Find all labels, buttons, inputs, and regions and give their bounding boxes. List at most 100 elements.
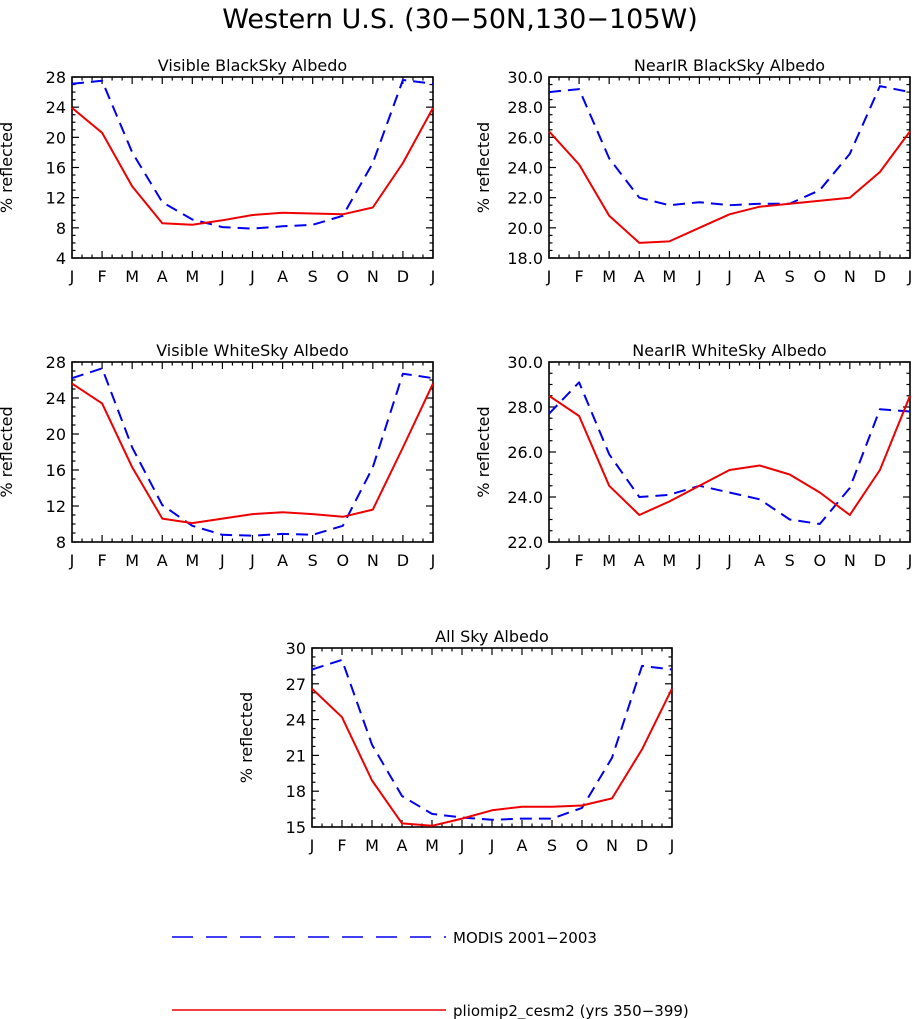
x-tick-label: M xyxy=(425,836,439,855)
x-tick-label: S xyxy=(308,267,318,286)
x-tick-label: M xyxy=(365,836,379,855)
x-tick-label: D xyxy=(397,267,409,286)
x-tick-label: S xyxy=(785,267,795,286)
y-axis-label: % reflected xyxy=(0,122,16,213)
x-tick-label: N xyxy=(844,267,856,286)
x-tick-label: D xyxy=(874,267,886,286)
x-tick-label: A xyxy=(277,551,288,570)
x-tick-label: J xyxy=(69,267,75,286)
legend-label-modis: MODIS 2001−2003 xyxy=(453,929,597,947)
x-tick-label: F xyxy=(337,836,346,855)
x-tick-label: O xyxy=(336,267,349,286)
plot-frame xyxy=(548,361,911,543)
panels: Visible BlackSky Albedo% reflectedJFMAMJ… xyxy=(0,56,912,855)
x-tick-label: A xyxy=(634,267,645,286)
x-tick-label: A xyxy=(277,267,288,286)
y-tick-label: 18.0 xyxy=(507,249,543,268)
x-tick-label: M xyxy=(602,551,616,570)
legend: MODIS 2001−2003 pliomip2_cesm2 (yrs 350−3… xyxy=(172,929,689,1019)
series-line-modis xyxy=(71,367,434,537)
x-tick-label: J xyxy=(907,551,913,570)
x-tick-label: O xyxy=(336,551,349,570)
x-tick-label: S xyxy=(547,836,557,855)
x-tick-label: S xyxy=(785,551,795,570)
y-tick-label: 27 xyxy=(286,675,306,694)
x-tick-label: J xyxy=(249,551,255,570)
panel-title: Visible BlackSky Albedo xyxy=(158,56,347,75)
y-tick-label: 26.0 xyxy=(507,128,543,147)
series-line-modis xyxy=(548,85,911,207)
x-tick-label: O xyxy=(813,551,826,570)
x-tick-label: O xyxy=(813,267,826,286)
panel-title: NearIR BlackSky Albedo xyxy=(634,56,825,75)
x-tick-label: J xyxy=(459,836,465,855)
x-tick-label: A xyxy=(754,551,765,570)
legend-label-model: pliomip2_cesm2 (yrs 350−399) xyxy=(453,1002,689,1019)
x-tick-label: O xyxy=(576,836,589,855)
y-tick-label: 20 xyxy=(46,128,66,147)
x-tick-label: J xyxy=(219,267,225,286)
x-tick-label: D xyxy=(636,836,648,855)
y-axis-label: % reflected xyxy=(237,692,256,783)
x-tick-label: M xyxy=(662,267,676,286)
y-tick-label: 24 xyxy=(286,711,306,730)
x-tick-label: J xyxy=(726,551,732,570)
panel-title: All Sky Albedo xyxy=(435,627,549,646)
y-tick-label: 24 xyxy=(46,98,66,117)
x-tick-label: N xyxy=(367,551,379,570)
x-tick-label: M xyxy=(125,551,139,570)
x-tick-label: S xyxy=(308,551,318,570)
panel-3: Visible WhiteSky Albedo% reflectedJFMAMJ… xyxy=(0,341,435,570)
figure-title: Western U.S. (30−50N,130−105W) xyxy=(222,4,698,35)
x-tick-label: D xyxy=(397,551,409,570)
x-tick-label: J xyxy=(907,267,913,286)
y-tick-label: 30.0 xyxy=(507,68,543,87)
y-tick-label: 18 xyxy=(286,782,306,801)
y-axis-label: % reflected xyxy=(0,406,16,497)
x-tick-label: J xyxy=(696,267,702,286)
panel-1: Visible BlackSky Albedo% reflectedJFMAMJ… xyxy=(0,56,435,286)
x-tick-label: J xyxy=(430,551,436,570)
y-tick-label: 20 xyxy=(46,425,66,444)
x-tick-label: F xyxy=(574,267,583,286)
y-tick-label: 8 xyxy=(56,533,66,552)
x-tick-label: F xyxy=(97,267,106,286)
series-line-model xyxy=(311,687,673,827)
x-tick-label: M xyxy=(185,267,199,286)
y-tick-label: 12 xyxy=(46,189,66,208)
y-tick-label: 24.0 xyxy=(507,159,543,178)
x-tick-label: J xyxy=(546,551,552,570)
x-tick-label: A xyxy=(754,267,765,286)
series-line-model xyxy=(548,394,911,516)
y-tick-label: 28 xyxy=(46,353,66,372)
x-tick-label: N xyxy=(606,836,618,855)
y-tick-label: 4 xyxy=(56,249,66,268)
x-tick-label: J xyxy=(489,836,495,855)
x-tick-label: J xyxy=(669,836,675,855)
x-tick-label: M xyxy=(602,267,616,286)
y-tick-label: 21 xyxy=(286,746,306,765)
y-axis-label: % reflected xyxy=(474,406,493,497)
panel-title: NearIR WhiteSky Albedo xyxy=(632,341,826,360)
x-tick-label: F xyxy=(574,551,583,570)
series-line-modis xyxy=(311,658,673,821)
y-tick-label: 12 xyxy=(46,497,66,516)
x-tick-label: J xyxy=(309,836,315,855)
x-tick-label: J xyxy=(69,551,75,570)
y-tick-label: 28 xyxy=(46,68,66,87)
x-tick-label: M xyxy=(125,267,139,286)
y-tick-label: 16 xyxy=(46,461,66,480)
x-tick-label: A xyxy=(157,267,168,286)
x-tick-label: J xyxy=(249,267,255,286)
plot-frame xyxy=(548,76,911,259)
x-tick-label: J xyxy=(696,551,702,570)
y-tick-label: 24 xyxy=(46,389,66,408)
x-tick-label: M xyxy=(185,551,199,570)
y-tick-label: 8 xyxy=(56,219,66,238)
x-tick-label: J xyxy=(430,267,436,286)
y-tick-label: 30.0 xyxy=(507,353,543,372)
y-tick-label: 16 xyxy=(46,159,66,178)
x-tick-label: N xyxy=(367,267,379,286)
